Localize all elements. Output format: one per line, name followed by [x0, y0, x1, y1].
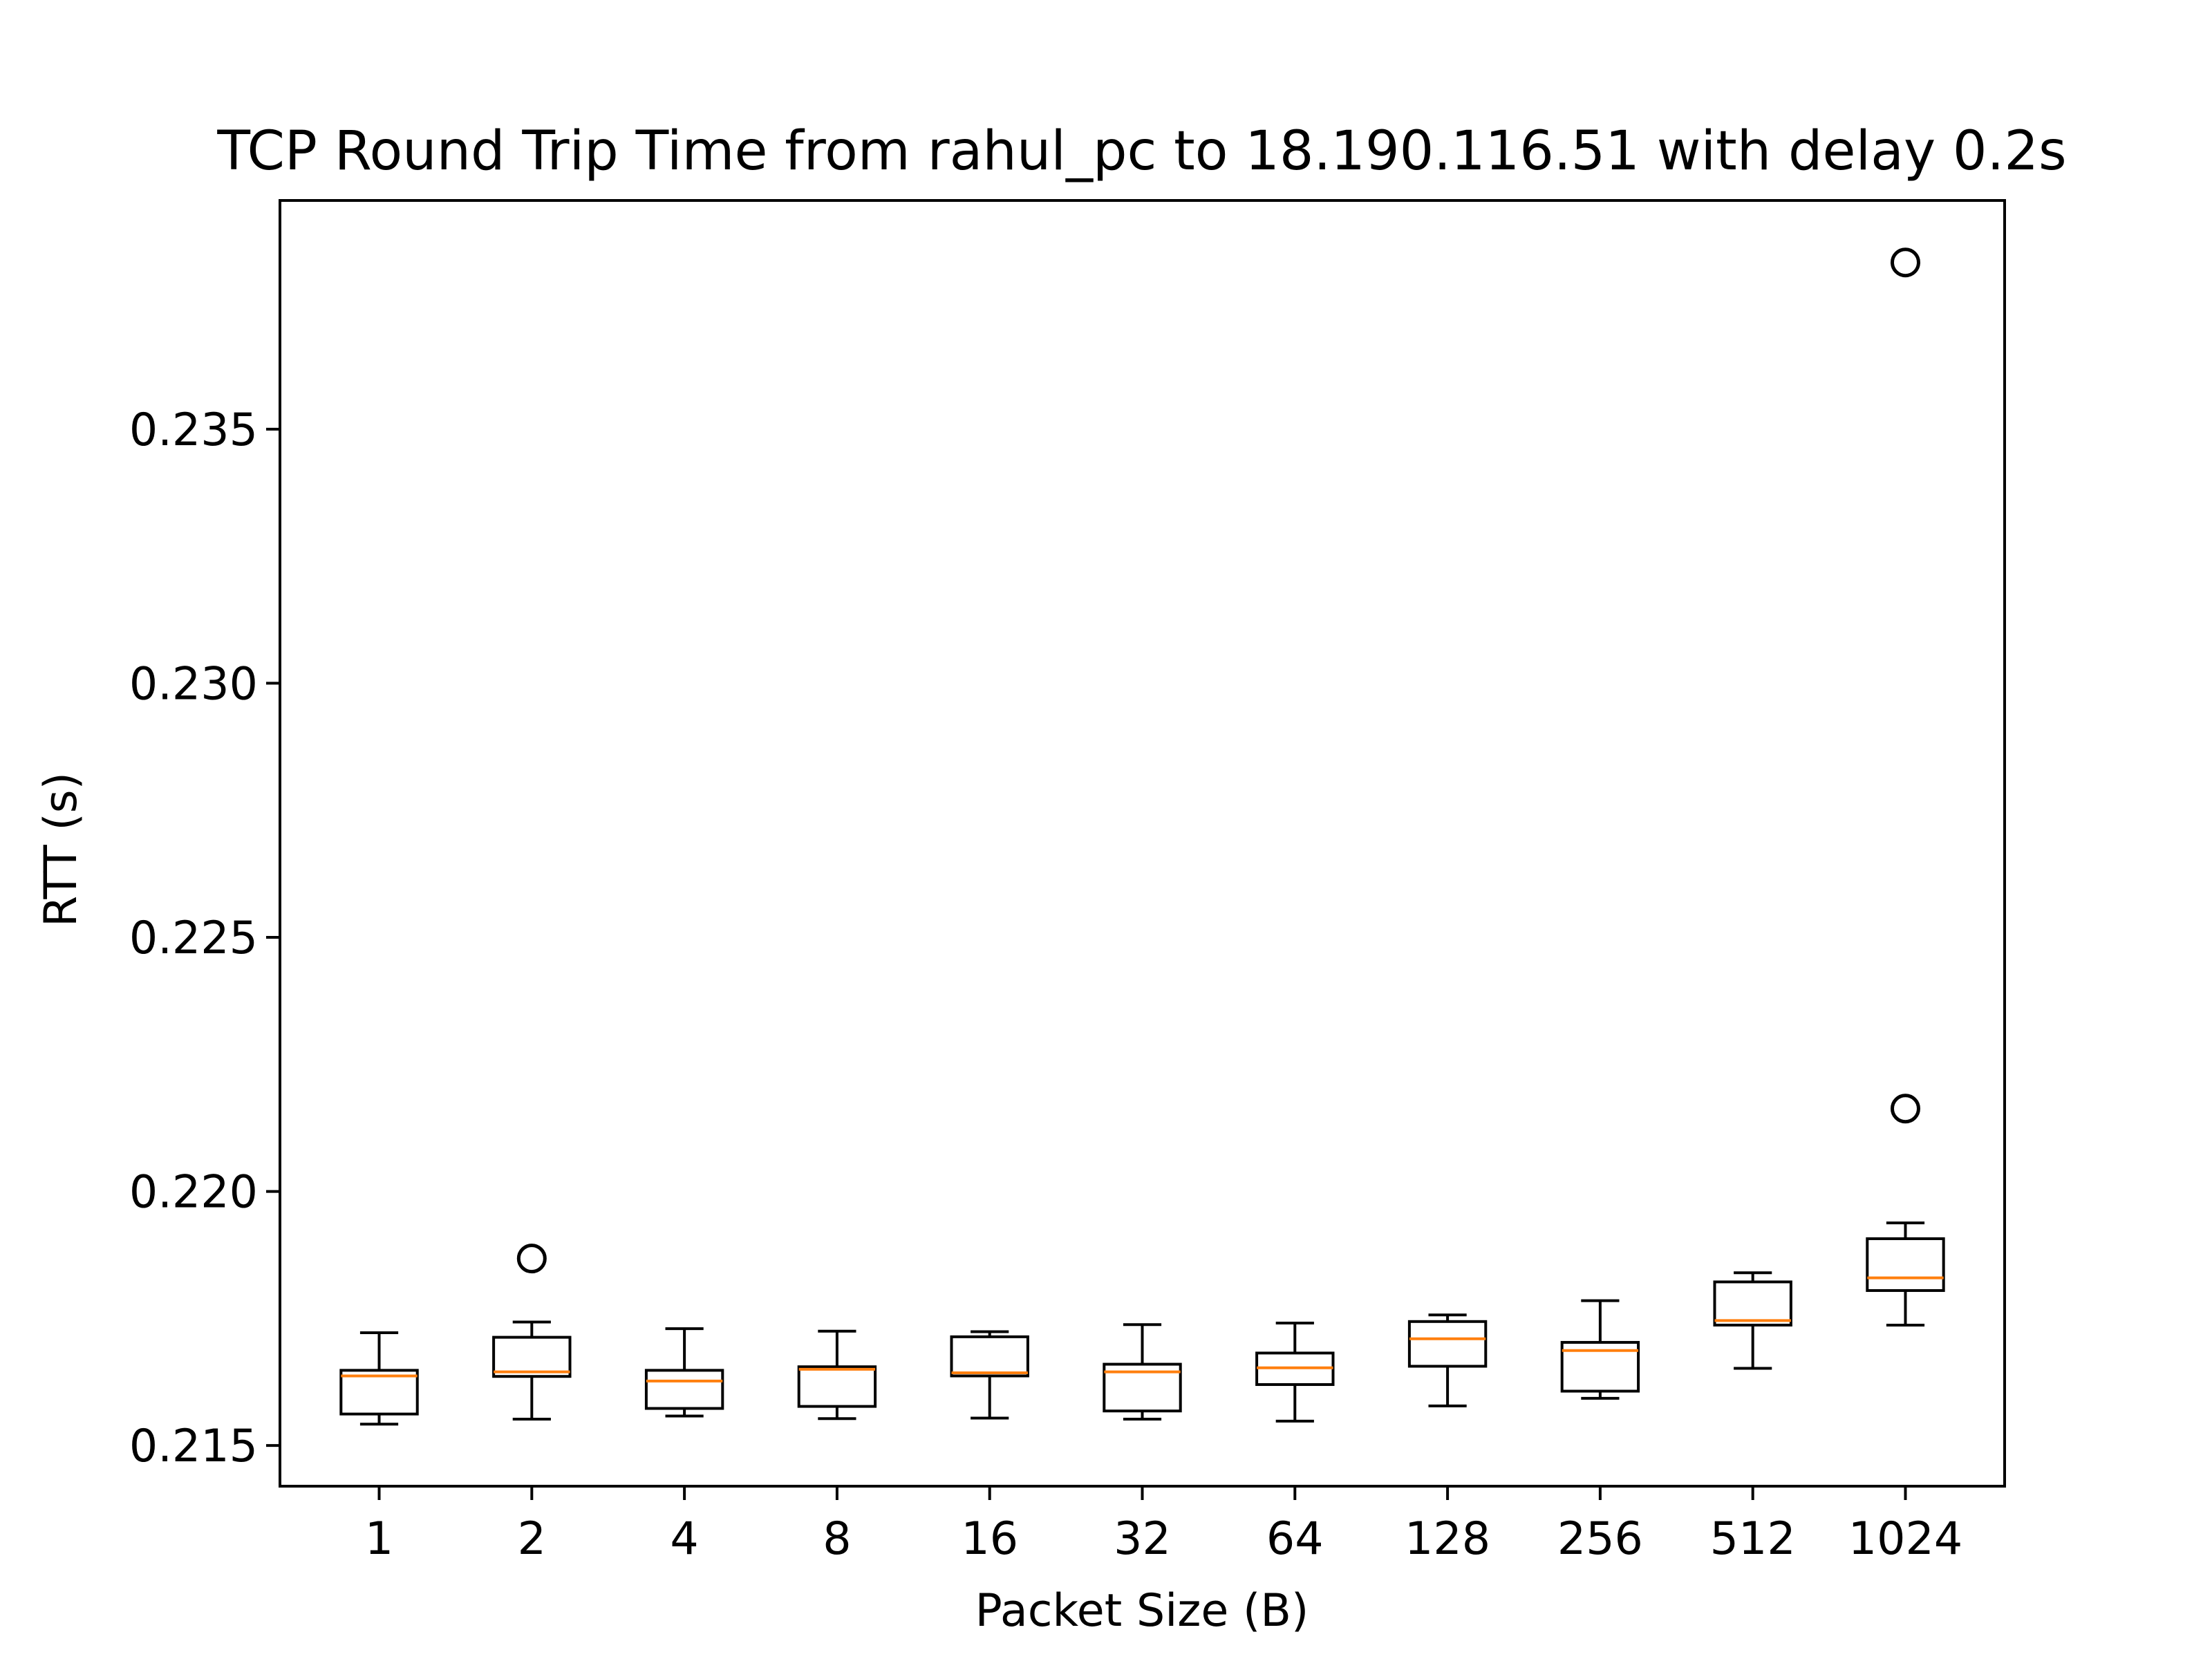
y-tick-label: 0.225: [129, 912, 258, 964]
box-iqr: [950, 1335, 1029, 1378]
plot-frame: [279, 199, 2006, 1488]
y-tick-label: 0.215: [129, 1421, 258, 1472]
outlier-point: [1890, 247, 1920, 278]
outlier-point: [1890, 1094, 1920, 1124]
y-tick-label: 0.235: [129, 404, 258, 456]
chart-title: TCP Round Trip Time from rahul_pc to 18.…: [216, 120, 2066, 182]
box-iqr: [644, 1369, 724, 1410]
box-iqr: [339, 1369, 419, 1416]
x-tick-label: 32: [1114, 1513, 1171, 1565]
y-tick-label: 0.220: [129, 1167, 258, 1219]
x-tick-label: 64: [1266, 1513, 1324, 1565]
x-tick-label: 16: [961, 1513, 1018, 1565]
box-iqr: [1713, 1280, 1792, 1327]
x-tick-label: 1: [365, 1513, 393, 1565]
x-tick-label: 2: [518, 1513, 546, 1565]
x-tick-label: 4: [670, 1513, 698, 1565]
x-tick-label: 256: [1557, 1513, 1643, 1565]
plot-area: 0.215 0.220 0.225 0.230 0.235 1 2 4 8 16 32 64 128 25…: [129, 247, 1962, 1565]
box-iqr: [797, 1365, 877, 1408]
x-axis-label: Packet Size (B): [975, 1585, 1309, 1637]
y-tick-label: 0.230: [129, 658, 258, 710]
box-iqr: [492, 1335, 572, 1378]
y-axis-label: RTT (s): [35, 772, 87, 927]
box-iqr: [1560, 1340, 1640, 1393]
outlier-point: [516, 1244, 547, 1274]
box-iqr: [1866, 1237, 1945, 1292]
x-tick-label: 1024: [1848, 1513, 1962, 1565]
box-iqr: [1407, 1320, 1488, 1368]
box-iqr: [1103, 1362, 1182, 1413]
x-tick-label: 128: [1405, 1513, 1490, 1565]
x-tick-label: 512: [1710, 1513, 1796, 1565]
x-tick-label: 8: [823, 1513, 851, 1565]
